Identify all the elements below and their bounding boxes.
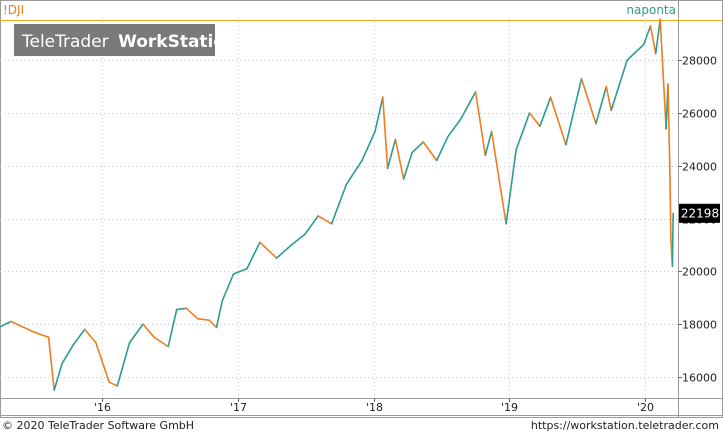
symbol-label[interactable]: !DJI bbox=[3, 3, 24, 17]
price-segment bbox=[83, 328, 97, 344]
price-segment bbox=[116, 341, 131, 387]
price-segment bbox=[460, 91, 477, 120]
price-segment bbox=[108, 381, 119, 387]
price-segment bbox=[505, 149, 517, 225]
chart-border bbox=[0, 0, 723, 418]
price-segment bbox=[232, 267, 248, 275]
price-segment bbox=[32, 331, 50, 339]
y-tick-label: 26000 bbox=[682, 108, 717, 121]
price-segment bbox=[580, 77, 597, 125]
price-segment bbox=[435, 136, 449, 162]
price-segment bbox=[185, 307, 199, 320]
price-segment bbox=[402, 151, 413, 180]
y-tick-label: 18000 bbox=[682, 319, 717, 332]
price-segment bbox=[345, 159, 363, 186]
x-tick-label: '17 bbox=[230, 401, 247, 414]
price-segment bbox=[446, 117, 463, 138]
price-segment bbox=[610, 59, 628, 112]
price-segment bbox=[605, 85, 613, 112]
price-segment bbox=[215, 299, 224, 329]
x-tick-label: '18 bbox=[366, 401, 383, 414]
price-segment bbox=[47, 336, 56, 391]
watermark-text: TeleTrader WorkStation bbox=[21, 32, 237, 52]
copyright-text: © 2020 TeleTrader Software GmbH bbox=[2, 419, 195, 432]
source-url[interactable]: https://workstation.teletrader.com bbox=[530, 419, 719, 432]
price-segment bbox=[659, 18, 667, 130]
y-tick-label: 16000 bbox=[682, 372, 717, 385]
price-segment bbox=[153, 336, 169, 348]
price-segment bbox=[330, 183, 348, 225]
price-segment bbox=[290, 233, 306, 246]
price-segment bbox=[21, 325, 35, 333]
price-segment bbox=[142, 323, 155, 339]
price-segment bbox=[0, 320, 12, 328]
price-segment bbox=[317, 215, 333, 225]
last-value-label: 22198 bbox=[681, 206, 719, 220]
x-tick-label: '19 bbox=[501, 401, 518, 414]
y-tick-label: 20000 bbox=[682, 266, 717, 279]
period-label[interactable]: naponta bbox=[626, 3, 676, 17]
chart-frame bbox=[0, 0, 723, 418]
x-axis: '16 '17 '18 '19 '20 bbox=[94, 398, 654, 414]
price-segment bbox=[626, 43, 645, 62]
price-segment bbox=[515, 112, 531, 151]
price-segment bbox=[72, 328, 86, 347]
price-segment bbox=[671, 212, 675, 267]
price-segment bbox=[668, 167, 672, 241]
price-segment bbox=[394, 138, 405, 180]
price-segment bbox=[528, 112, 541, 127]
price-segment bbox=[246, 241, 261, 270]
price-segment bbox=[490, 130, 507, 225]
price-segment bbox=[10, 320, 24, 328]
price-segment bbox=[95, 341, 110, 384]
price-segment bbox=[422, 141, 438, 162]
price-segment bbox=[386, 138, 397, 170]
price-series bbox=[0, 18, 675, 391]
price-segment bbox=[361, 130, 376, 162]
price-segment bbox=[667, 83, 671, 170]
price-segment bbox=[221, 273, 235, 302]
price-segment bbox=[474, 91, 487, 156]
x-tick-label: '20 bbox=[637, 401, 654, 414]
price-segment bbox=[381, 96, 389, 170]
price-segment bbox=[411, 141, 425, 154]
price-segment bbox=[167, 308, 178, 348]
price-segment bbox=[61, 344, 74, 365]
watermark-logo: TeleTrader WorkStation bbox=[14, 24, 237, 56]
price-segment bbox=[595, 85, 608, 125]
price-segment bbox=[128, 323, 144, 344]
watermark-brand-b: WorkStation bbox=[118, 32, 237, 52]
price-segment bbox=[275, 244, 293, 259]
price-segment bbox=[208, 319, 218, 329]
price-segment bbox=[53, 362, 63, 391]
y-tick-label: 28000 bbox=[682, 55, 717, 68]
price-segment bbox=[654, 18, 662, 55]
y-tick-label: 24000 bbox=[682, 161, 717, 174]
price-segment bbox=[484, 130, 493, 156]
price-segment bbox=[565, 77, 583, 146]
price-segment bbox=[649, 25, 657, 55]
price-segment bbox=[374, 96, 384, 133]
price-segment bbox=[175, 307, 188, 311]
price-segment bbox=[259, 241, 278, 259]
price-segment bbox=[539, 96, 552, 127]
price-segment bbox=[197, 317, 210, 322]
price-segment bbox=[303, 215, 320, 236]
last-value-marker: 22198 bbox=[679, 203, 720, 223]
watermark-brand-a: TeleTrader bbox=[21, 32, 109, 52]
price-segment bbox=[549, 96, 567, 146]
chart-gridlines bbox=[0, 18, 678, 398]
x-tick-label: '16 bbox=[94, 401, 111, 414]
price-segment bbox=[642, 25, 652, 46]
